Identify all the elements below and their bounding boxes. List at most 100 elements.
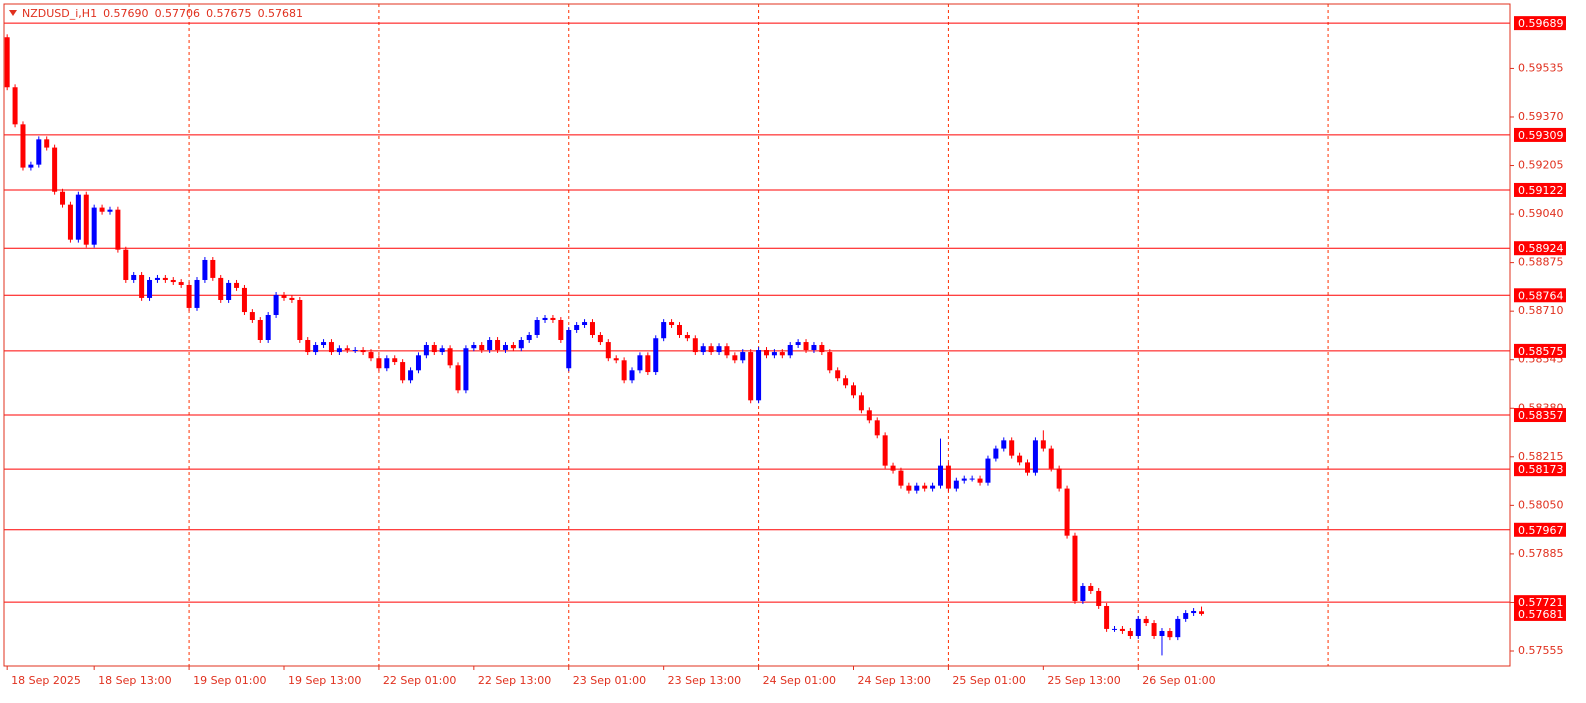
candle-body xyxy=(52,147,58,192)
level-box xyxy=(1514,288,1566,303)
candle-body xyxy=(479,345,485,351)
candle-body xyxy=(44,139,50,148)
y-tick-label: 0.58215 xyxy=(1518,450,1564,463)
candle-body xyxy=(748,352,754,401)
candle-body xyxy=(415,355,421,371)
level-box xyxy=(1514,522,1566,537)
candle-body xyxy=(1135,618,1141,636)
candle-body xyxy=(676,324,682,335)
candle-body xyxy=(463,348,469,391)
level-label: 0.58173 xyxy=(1518,463,1564,476)
level-box xyxy=(1514,462,1566,477)
candle-body xyxy=(1048,448,1054,469)
candle-body xyxy=(1119,628,1125,631)
candle-body xyxy=(360,350,366,353)
candle-body xyxy=(558,319,564,341)
x-tick-label: 22 Sep 13:00 xyxy=(478,674,551,687)
candle-body xyxy=(961,478,967,481)
candle-body xyxy=(756,350,762,401)
header-value: 0.57675 xyxy=(206,7,252,20)
level-label: 0.57721 xyxy=(1518,596,1564,609)
candle-body xyxy=(803,342,809,351)
candle-body xyxy=(1199,611,1205,614)
candle-body xyxy=(597,335,603,343)
candle-body xyxy=(1112,628,1118,630)
candle-body xyxy=(993,448,999,459)
candle-body xyxy=(502,345,508,351)
candle-body xyxy=(605,342,611,359)
candle-body xyxy=(629,370,635,381)
header-value: 0.57690 xyxy=(103,7,149,20)
candle-body xyxy=(439,348,445,353)
candle-body xyxy=(566,329,572,369)
candle-body xyxy=(162,277,168,280)
candle-body xyxy=(945,465,951,489)
candle-body xyxy=(297,299,303,341)
candle-body xyxy=(186,284,192,308)
level-box xyxy=(1514,127,1566,142)
candle-body xyxy=(115,209,121,250)
candle-body xyxy=(289,297,295,300)
candle-body xyxy=(1143,618,1149,624)
candle-body xyxy=(692,338,698,353)
level-label: 0.58764 xyxy=(1518,289,1564,302)
candle-body xyxy=(376,358,382,369)
y-tick-label: 0.57555 xyxy=(1518,644,1564,657)
candle-body xyxy=(249,312,255,320)
candle-body xyxy=(12,87,18,125)
level-box xyxy=(1514,16,1566,31)
candle-body xyxy=(83,194,89,245)
candle-body xyxy=(550,317,556,320)
candle-body xyxy=(938,465,944,486)
candle-body xyxy=(234,282,240,288)
header-value: 0.57681 xyxy=(258,7,304,20)
candle-body xyxy=(922,485,928,489)
candle-body xyxy=(874,420,880,436)
x-tick-label: 18 Sep 2025 xyxy=(11,674,81,687)
candle-body xyxy=(1175,618,1181,638)
candle-body xyxy=(202,259,208,280)
candle-body xyxy=(392,358,398,363)
x-tick-label: 25 Sep 13:00 xyxy=(1047,674,1120,687)
candle-body xyxy=(542,317,548,320)
candle-body xyxy=(487,340,493,351)
level-box xyxy=(1514,241,1566,256)
candle-body xyxy=(1025,462,1031,473)
candle-body xyxy=(906,485,912,491)
candle-body xyxy=(368,352,374,359)
candle-body xyxy=(779,352,785,356)
candle-body xyxy=(621,360,627,381)
level-box xyxy=(1514,343,1566,358)
current-price-box xyxy=(1514,606,1566,621)
y-tick-label: 0.59370 xyxy=(1518,110,1564,123)
candle-body xyxy=(321,342,327,346)
candle-body xyxy=(107,209,113,212)
candle-body xyxy=(835,370,841,379)
candle-layer xyxy=(4,34,1205,656)
level-label: 0.59309 xyxy=(1518,129,1564,142)
candle-body xyxy=(431,345,437,353)
candle-body xyxy=(795,342,801,346)
candle-body xyxy=(819,345,825,353)
candle-body xyxy=(858,395,864,411)
x-tick-label: 25 Sep 01:00 xyxy=(952,674,1025,687)
candle-body xyxy=(1056,468,1062,489)
candle-body xyxy=(218,277,224,300)
candle-body xyxy=(471,345,477,349)
header-value: 0.57706 xyxy=(155,7,201,20)
candle-body xyxy=(684,335,690,339)
x-tick-label: 19 Sep 13:00 xyxy=(288,674,361,687)
candle-body xyxy=(273,294,279,315)
candle-body xyxy=(265,314,271,341)
y-tick-label: 0.59205 xyxy=(1518,159,1564,172)
candle-body xyxy=(724,346,730,356)
symbol: NZDUSD_i,H1 xyxy=(22,7,97,20)
candle-body xyxy=(898,470,904,486)
candle-body xyxy=(1096,590,1102,606)
candle-body xyxy=(91,207,97,245)
candle-body xyxy=(882,435,888,466)
current-price-label: 0.57681 xyxy=(1518,608,1564,621)
candle-body xyxy=(1159,630,1165,636)
